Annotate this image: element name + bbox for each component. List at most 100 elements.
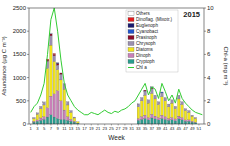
legend-swatch [128, 36, 134, 40]
x-tick-label: 1 [30, 126, 33, 131]
y-tick-label: 500 [16, 98, 27, 104]
x-tick-label: 27 [116, 126, 121, 131]
bar-segment [56, 118, 59, 124]
bar-segment [137, 120, 140, 124]
bar-segment [174, 106, 177, 108]
legend-swatch [128, 54, 134, 58]
bar-segment [167, 107, 170, 119]
bar-segment [73, 118, 76, 121]
legend-swatch [128, 30, 134, 34]
bar-segment [161, 115, 164, 118]
x-tick-label: 5 [43, 126, 46, 131]
y-tick [27, 77, 29, 78]
bar-segment [184, 109, 187, 111]
x-tick-label: 35 [143, 126, 148, 131]
bar-segment [137, 103, 140, 104]
bar-segment [70, 119, 73, 121]
x-tick-label: 11 [62, 126, 67, 131]
bar-segment [140, 117, 143, 120]
y2-tick-label: 4 [207, 75, 211, 81]
x-tick-label: 23 [102, 126, 107, 131]
legend-label: Chl a [136, 65, 147, 70]
bar-segment [191, 115, 194, 117]
bar-segment [154, 116, 157, 119]
bar-segment [171, 103, 174, 117]
bar-segment [33, 117, 36, 119]
x-tick-label: 3 [36, 126, 39, 131]
bar-segment [194, 117, 197, 119]
x-tick-label: 45 [176, 126, 181, 131]
bar-segment [56, 70, 59, 91]
y2-tick-label: 10 [207, 5, 214, 11]
bar-segment [144, 95, 147, 115]
bar-segment [60, 101, 63, 120]
bar-segment [46, 68, 49, 107]
x-tick-label: 21 [96, 126, 101, 131]
y2-tick [204, 77, 206, 78]
y2-tick [204, 31, 206, 32]
y2-tick [204, 8, 206, 9]
bar-segment [66, 120, 69, 124]
x-tick-label: 15 [75, 126, 80, 131]
title: 2015 [183, 10, 200, 19]
bar-segment [70, 121, 73, 124]
legend-swatch [128, 24, 134, 28]
bar-segment [43, 101, 46, 102]
bar-segment [167, 118, 170, 120]
bar-segment [147, 120, 150, 124]
x-tick-label: 39 [156, 126, 161, 131]
bar-segment [137, 107, 140, 119]
bar-segment [171, 120, 174, 124]
bar-segment [36, 120, 39, 121]
x-tick-label: 51 [197, 126, 202, 131]
bar-segment [157, 118, 160, 120]
bar-segment [53, 53, 56, 55]
bar-segment [161, 91, 164, 93]
y2-tick-label: 8 [207, 28, 211, 34]
bar-segment [151, 118, 154, 124]
bar-segment [147, 100, 150, 103]
bar-segment [161, 97, 164, 116]
bar-segment [164, 119, 167, 124]
bar-segment [46, 108, 49, 117]
bar-segment [43, 117, 46, 120]
bar-segment [157, 120, 160, 124]
bar-segment [50, 96, 53, 115]
bar-segment [66, 105, 69, 117]
legend-swatch [128, 48, 134, 52]
bar-segment [56, 64, 59, 65]
bar-segment [161, 93, 164, 97]
bar-segment [50, 115, 53, 124]
bar-segment [188, 111, 191, 113]
y-tick [27, 31, 29, 32]
x-tick-label: 41 [163, 126, 168, 131]
bar-segment [181, 120, 184, 124]
bar-segment [77, 122, 80, 123]
bar-segment [174, 109, 177, 119]
bar-segment [66, 117, 69, 121]
bar-segment [140, 119, 143, 124]
x-tick-label: 17 [82, 126, 87, 131]
y2-tick-label: 6 [207, 51, 211, 57]
bar-segment [161, 118, 164, 124]
y-axis-title: Abundance (µg C m⁻³) [1, 36, 7, 95]
y-tick [27, 124, 29, 125]
bar-segment [43, 105, 46, 117]
bar-segment [147, 103, 150, 117]
bar-segment [60, 74, 63, 80]
bar-segment [40, 118, 43, 120]
bar-segment [188, 120, 191, 121]
bar-segment [177, 116, 180, 119]
bar-segment [154, 95, 157, 99]
bar-segment [53, 117, 56, 124]
bar-segment [56, 65, 59, 70]
bar-segment [174, 119, 177, 121]
line [31, 8, 203, 115]
bar-segment [63, 119, 66, 124]
bar-segment [50, 34, 53, 36]
legend-box [126, 10, 178, 72]
x-tick-label: 25 [109, 126, 114, 131]
legend-swatch [128, 42, 134, 46]
bar-segment [36, 114, 39, 120]
bar-segment [40, 106, 43, 108]
